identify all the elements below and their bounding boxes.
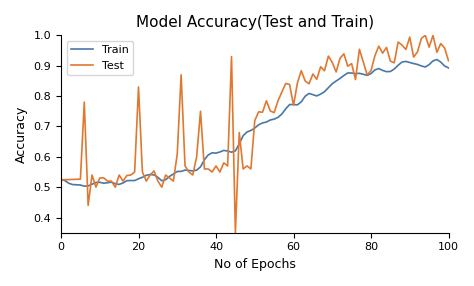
Test — [58, 178, 64, 182]
Test — [353, 78, 358, 81]
Train — [294, 103, 300, 107]
Test — [85, 204, 91, 207]
Test — [446, 59, 451, 62]
Train — [82, 184, 87, 188]
Test — [294, 81, 300, 85]
Train — [353, 72, 358, 76]
Train — [89, 182, 95, 186]
Y-axis label: Accuracy: Accuracy — [15, 105, 28, 163]
Test — [422, 34, 428, 37]
Test — [333, 70, 339, 74]
Test — [155, 179, 161, 183]
Train — [333, 79, 339, 83]
Legend: Train, Test: Train, Test — [66, 41, 134, 75]
Train — [58, 178, 64, 181]
Line: Train: Train — [61, 59, 448, 186]
Test — [240, 167, 246, 171]
Title: Model Accuracy(Test and Train): Model Accuracy(Test and Train) — [136, 15, 374, 30]
Test — [233, 231, 238, 235]
X-axis label: No of Epochs: No of Epochs — [214, 258, 296, 271]
Line: Test: Test — [61, 35, 448, 233]
Train — [434, 58, 440, 61]
Train — [159, 179, 164, 182]
Train — [240, 134, 246, 137]
Train — [446, 66, 451, 69]
